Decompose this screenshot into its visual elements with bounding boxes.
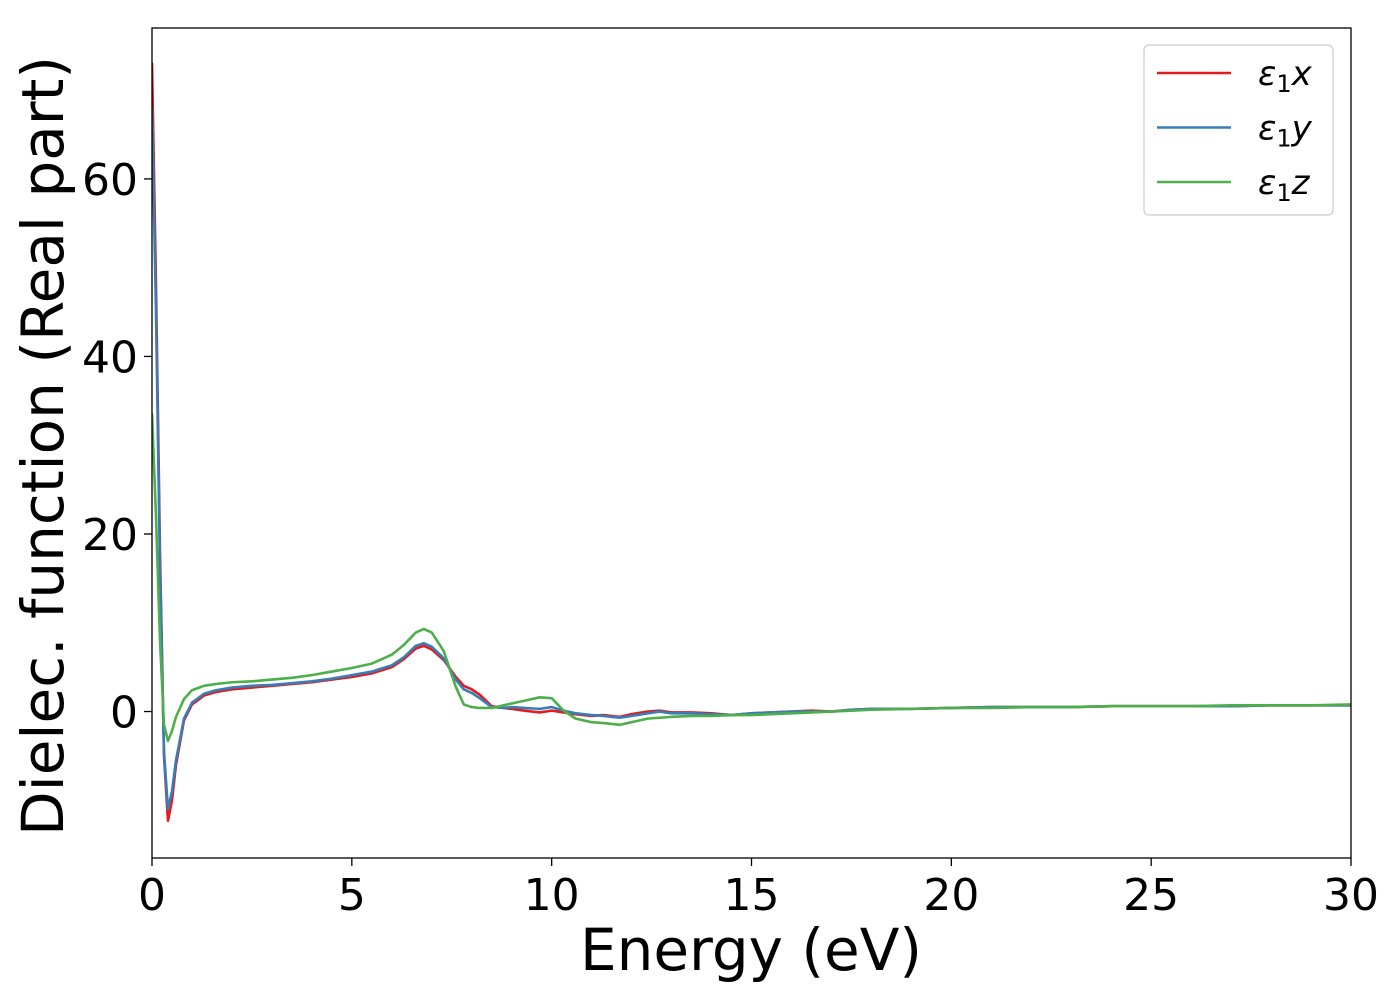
x-axis: 0 5 10 15 20 25 30 bbox=[138, 858, 1379, 921]
x-axis-title: Energy (eV) bbox=[580, 916, 922, 984]
y-axis: 0 20 40 60 bbox=[82, 155, 152, 739]
legend: ε1x ε1y ε1z bbox=[1143, 44, 1334, 216]
legend-label-x: ε1x bbox=[1258, 54, 1313, 98]
series-layer bbox=[152, 62, 1351, 823]
x-tick-label: 20 bbox=[923, 870, 979, 921]
legend-label-z: ε1z bbox=[1258, 163, 1311, 207]
x-tick-label: 5 bbox=[338, 870, 366, 921]
y-tick-label: 60 bbox=[82, 155, 138, 206]
x-tick-label: 0 bbox=[138, 870, 166, 921]
x-tick-label: 25 bbox=[1123, 870, 1179, 921]
y-tick-label: 40 bbox=[82, 332, 138, 383]
x-tick-label: 15 bbox=[724, 870, 780, 921]
y-axis-title: Dielec. function (Real part) bbox=[9, 56, 77, 836]
x-tick-label: 30 bbox=[1323, 870, 1379, 921]
x-tick-label: 10 bbox=[524, 870, 580, 921]
y-tick-label: 0 bbox=[110, 688, 138, 739]
legend-label-y: ε1y bbox=[1258, 109, 1313, 153]
series-line-z bbox=[152, 412, 1351, 743]
y-tick-label: 20 bbox=[82, 510, 138, 561]
legend-box bbox=[1143, 44, 1334, 216]
